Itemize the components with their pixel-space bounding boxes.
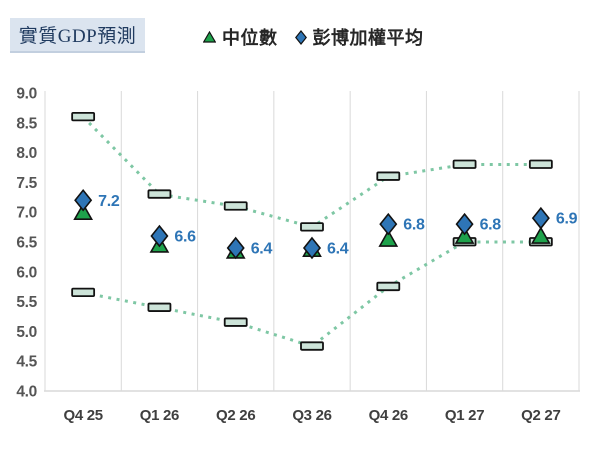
weighted-avg-marker [226, 236, 245, 260]
chart-legend: 中位數 彭博加權平均 [203, 24, 424, 50]
data-label: 6.9 [556, 211, 578, 228]
legend-label-median: 中位數 [222, 28, 278, 48]
lower-bound-marker [376, 281, 401, 292]
upper-bound-marker [223, 201, 248, 211]
y-tick-label: 5.0 [16, 324, 37, 341]
upper-bound-marker [71, 111, 96, 122]
data-label: 6.6 [174, 229, 196, 246]
y-tick-label: 8.0 [16, 145, 37, 162]
y-tick-label: 7.0 [16, 205, 37, 222]
lower-bound-marker [223, 317, 248, 327]
weighted-avg-marker [379, 212, 398, 236]
legend-item-median: 中位數 [203, 24, 278, 50]
x-tick-label: Q2 27 [521, 407, 560, 424]
weighted-avg-marker [302, 236, 322, 260]
x-tick-label: Q4 26 [369, 407, 408, 424]
weighted-avg-marker [74, 188, 93, 212]
median-marker [454, 226, 475, 244]
upper-bound-marker [376, 171, 401, 181]
y-tick-label: 6.5 [16, 235, 37, 252]
x-tick-label: Q2 26 [216, 407, 255, 424]
x-tick-label: Q1 27 [445, 407, 484, 424]
median-marker [73, 202, 94, 220]
upper-bound-marker [452, 159, 477, 169]
upper-bound-marker [300, 222, 324, 232]
lower-bound-marker [147, 302, 172, 312]
data-label: 6.8 [403, 217, 425, 234]
triangle-icon [203, 31, 216, 43]
y-tick-label: 5.5 [16, 294, 37, 311]
median-marker [530, 226, 551, 244]
x-tick-label: Q1 26 [140, 407, 179, 424]
weighted-avg-marker [531, 206, 550, 230]
legend-marker-weighted-avg [294, 29, 307, 45]
diamond-icon [294, 29, 307, 45]
y-tick-label: 4.0 [16, 384, 37, 401]
legend-item-weighted-avg: 彭博加權平均 [294, 24, 424, 50]
y-tick-label: 4.5 [16, 354, 37, 371]
lower-bound-marker [300, 341, 324, 351]
legend-label-weighted-avg: 彭博加權平均 [312, 28, 424, 48]
lower-bound-marker [71, 287, 96, 298]
data-label: 6.8 [480, 217, 502, 234]
y-tick-label: 6.0 [16, 264, 37, 281]
upper-bound-marker [528, 159, 553, 169]
y-tick-label: 9.0 [16, 86, 37, 103]
weighted-avg-marker [455, 212, 474, 236]
weighted-avg-marker [150, 224, 169, 248]
y-tick-label: 7.5 [16, 175, 37, 192]
upper-bound-marker [147, 189, 172, 199]
chart-title-box: 實質GDP預測 [10, 18, 145, 53]
x-tick-label: Q4 25 [63, 407, 102, 424]
data-label: 6.4 [251, 240, 273, 257]
y-tick-label: 8.5 [16, 115, 37, 132]
data-label: 7.2 [98, 193, 120, 210]
legend-marker-median [203, 31, 216, 43]
data-label: 6.4 [327, 240, 349, 257]
upper-bound-line [82, 115, 541, 229]
x-tick-label: Q3 26 [292, 407, 331, 424]
median-marker [378, 229, 399, 247]
chart-title: 實質GDP預測 [18, 26, 137, 47]
